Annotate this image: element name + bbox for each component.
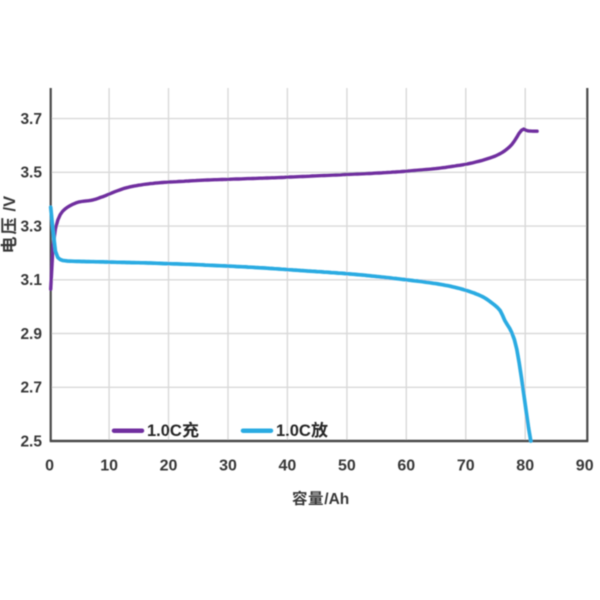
svg-text:0: 0 <box>45 458 54 475</box>
svg-text:30: 30 <box>219 458 237 475</box>
svg-text:90: 90 <box>576 458 594 475</box>
svg-text:20: 20 <box>160 458 178 475</box>
svg-text:3.3: 3.3 <box>20 218 42 235</box>
svg-text:1.0C: 1.0C <box>276 422 311 440</box>
svg-text:70: 70 <box>457 458 475 475</box>
svg-text:10: 10 <box>100 458 118 475</box>
svg-text:1.0C: 1.0C <box>147 422 182 440</box>
svg-text:/V: /V <box>1 196 19 212</box>
svg-text:2.7: 2.7 <box>20 380 42 397</box>
svg-text:50: 50 <box>338 458 356 475</box>
svg-text:80: 80 <box>516 458 534 475</box>
svg-text:3.1: 3.1 <box>20 272 42 289</box>
svg-text:3.5: 3.5 <box>20 165 42 182</box>
svg-text:3.7: 3.7 <box>20 111 42 128</box>
svg-text:60: 60 <box>397 458 415 475</box>
svg-text:2.5: 2.5 <box>20 433 42 450</box>
svg-text:2.9: 2.9 <box>20 326 42 343</box>
svg-text:40: 40 <box>279 458 297 475</box>
svg-text:/Ah: /Ah <box>324 491 349 508</box>
